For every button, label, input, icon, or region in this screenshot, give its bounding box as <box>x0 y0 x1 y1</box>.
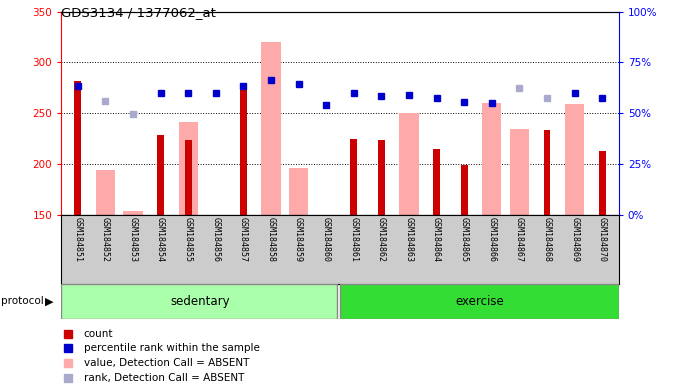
Bar <box>74 81 81 215</box>
Bar <box>340 284 619 319</box>
Text: GSM184868: GSM184868 <box>543 217 551 262</box>
Text: percentile rank within the sample: percentile rank within the sample <box>84 343 259 353</box>
Text: GSM184862: GSM184862 <box>377 217 386 262</box>
Text: GSM184858: GSM184858 <box>267 217 275 262</box>
Bar <box>96 170 115 215</box>
Text: GSM184859: GSM184859 <box>294 217 303 262</box>
Text: GSM184851: GSM184851 <box>73 217 82 262</box>
Bar <box>240 88 247 215</box>
Bar <box>543 129 551 215</box>
Text: count: count <box>84 329 113 339</box>
Text: value, Detection Call = ABSENT: value, Detection Call = ABSENT <box>84 358 249 368</box>
Text: protocol: protocol <box>1 296 44 306</box>
Text: GSM184856: GSM184856 <box>211 217 220 262</box>
Text: GSM184860: GSM184860 <box>322 217 330 262</box>
Text: GDS3134 / 1377062_at: GDS3134 / 1377062_at <box>61 6 216 19</box>
Text: GSM184863: GSM184863 <box>405 217 413 262</box>
Text: GSM184867: GSM184867 <box>515 217 524 262</box>
Text: GSM184870: GSM184870 <box>598 217 607 262</box>
Bar <box>61 284 337 319</box>
Bar <box>378 140 385 215</box>
Bar <box>123 211 143 215</box>
Bar <box>599 151 606 215</box>
Text: GSM184852: GSM184852 <box>101 217 110 262</box>
Bar <box>157 135 164 215</box>
Text: exercise: exercise <box>455 295 504 308</box>
Text: GSM184869: GSM184869 <box>570 217 579 262</box>
Bar <box>185 140 192 215</box>
Bar <box>289 168 308 215</box>
Text: GSM184866: GSM184866 <box>488 217 496 262</box>
Text: GSM184854: GSM184854 <box>156 217 165 262</box>
Text: GSM184855: GSM184855 <box>184 217 192 262</box>
Text: GSM184853: GSM184853 <box>129 217 137 262</box>
Text: GSM184864: GSM184864 <box>432 217 441 262</box>
Bar <box>461 165 468 215</box>
Bar <box>179 122 198 215</box>
Text: GSM184861: GSM184861 <box>350 217 358 262</box>
Text: rank, Detection Call = ABSENT: rank, Detection Call = ABSENT <box>84 373 244 383</box>
Bar <box>350 139 357 215</box>
Text: sedentary: sedentary <box>171 295 231 308</box>
Bar <box>433 149 440 215</box>
Text: GSM184857: GSM184857 <box>239 217 248 262</box>
Bar <box>399 113 419 215</box>
Bar <box>482 103 501 215</box>
Bar <box>261 42 281 215</box>
Bar <box>510 129 529 215</box>
Text: ▶: ▶ <box>46 296 54 306</box>
Text: GSM184865: GSM184865 <box>460 217 469 262</box>
Bar <box>565 104 584 215</box>
